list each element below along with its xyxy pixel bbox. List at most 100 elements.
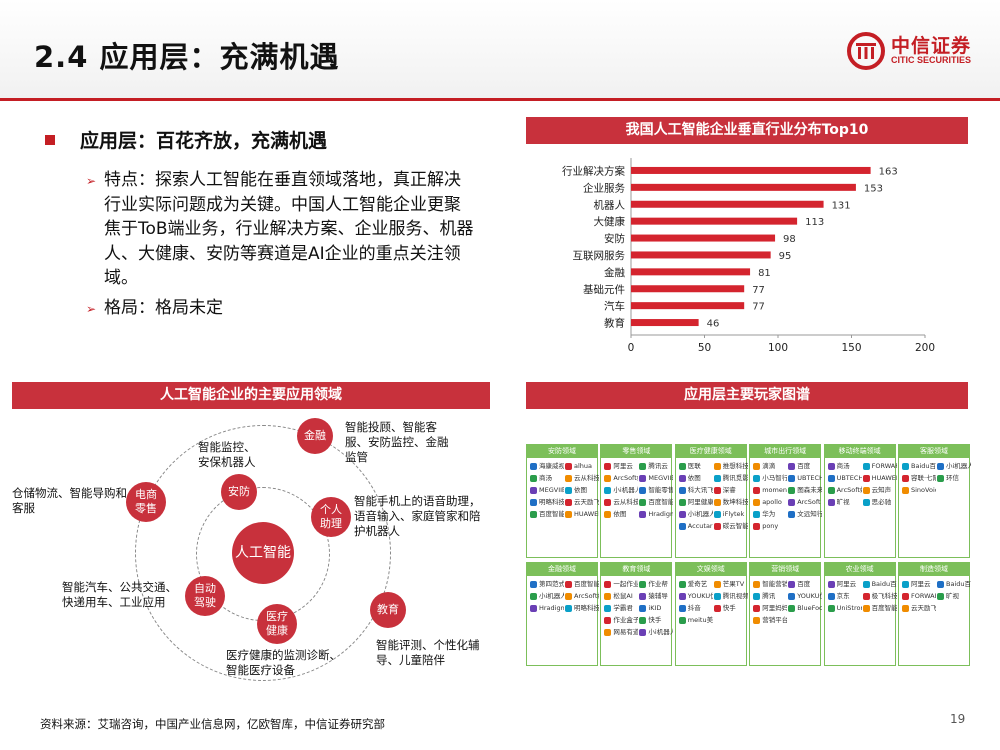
player-logo: 小i机器人 — [604, 484, 638, 496]
player-logo: iKID — [639, 602, 673, 614]
category-header: 安防领域 — [527, 445, 597, 458]
player-logo: 科大讯飞 — [678, 484, 713, 496]
player-logo: 云知声 — [862, 484, 897, 496]
bar — [631, 268, 751, 276]
player-logo: YOUKU优酷 — [678, 590, 713, 602]
player-logo: 小i机器人 — [530, 590, 564, 602]
y-tick-label: 教育 — [604, 317, 625, 330]
player-logo: 百度智能云 — [639, 496, 673, 508]
slide-header: 2.4 应用层：充满机遇 中信证券 CITIC SECURITIES — [0, 0, 1000, 98]
desc-health: 医疗健康的监测诊断、智能医疗设备 — [226, 648, 341, 677]
sub-bullet-landscape: 格局：格局未定 — [104, 298, 223, 318]
y-tick-label: 汽车 — [604, 300, 625, 313]
player-logo: 小i机器人 — [639, 626, 673, 638]
industry-bar-chart: 行业解决方案 163 企业服务 153 机器人 131 大健康 113 安防 98 互联网服务 95 金… — [562, 158, 935, 354]
x-tick-label: 100 — [768, 342, 788, 354]
category-header: 制造领域 — [899, 563, 969, 576]
x-tick-label: 150 — [841, 342, 861, 354]
player-logo: 百度智能云 — [530, 508, 564, 520]
player-logo: 云从科技 — [565, 472, 599, 484]
player-logo: 智能零售 — [639, 484, 673, 496]
player-logo: 文远知行 — [788, 508, 822, 520]
player-logo: 明略科技 — [565, 602, 599, 614]
player-logo: 网易有道 — [604, 626, 638, 638]
data-label: 46 — [707, 319, 720, 330]
player-logo: 图森未来 — [788, 484, 822, 496]
citic-logo-icon — [847, 32, 885, 70]
category-header: 移动终端领域 — [824, 445, 895, 458]
bar — [631, 166, 871, 174]
bar — [631, 217, 798, 225]
player-logo: 爱奇艺 — [678, 578, 713, 590]
node-assistant: 个人助理 — [311, 497, 351, 537]
node-finance: 金融 — [297, 418, 333, 454]
map-panel-title: 应用层主要玩家图谱 — [526, 382, 968, 409]
bottom-category-manufacturing: 制造领域阿里云Baidu百度FORWARDX旷视云天励飞 — [898, 562, 971, 666]
player-logo: 腾讯 — [753, 590, 787, 602]
player-logo: 思必驰 — [862, 496, 897, 508]
header-divider — [0, 98, 1000, 101]
desc-education: 智能评测、个性化辅导、儿童陪伴 — [376, 638, 480, 667]
player-logo: momenta — [753, 484, 787, 496]
player-logo: 营销平台 — [753, 614, 787, 626]
desc-finance: 智能投顾、智能客服、安防监控、金融监管 — [345, 420, 449, 464]
player-logo: 百度智能云 — [862, 602, 897, 614]
player-logo: 小马智行 — [753, 472, 787, 484]
data-label: 131 — [832, 200, 851, 211]
player-logo: 海康威视 — [530, 460, 564, 472]
top-category-retail: 零售领域阿里云腾讯云ArcSoft虹软MEGVII旷视小i机器人智能零售云从科技… — [600, 444, 673, 558]
y-tick-label: 行业解决方案 — [562, 164, 625, 177]
player-logo: FORWARDX — [902, 590, 936, 602]
player-logo: 推想科技 — [713, 460, 748, 472]
y-tick-label: 互联网服务 — [573, 249, 626, 262]
data-label: 77 — [752, 285, 765, 296]
player-logo: alhua — [565, 460, 599, 472]
top-category-health: 医疗健康领域 医联 推想科技 依图 腾讯觅影 科大讯飞 深睿 阿里健康 数坤科技 小i机器人 iFl… — [674, 444, 748, 558]
player-logo: 碳云智能 — [713, 520, 748, 532]
player-logo: 小i机器人 — [937, 460, 971, 472]
player-logo: 阿里云 — [902, 578, 936, 590]
bottom-category-marketing: 营销领域智能营销百度腾讯YOUKU优酷阿里妈妈BlueFocus营销平台 — [749, 562, 822, 666]
player-logo: YOUKU优酷 — [788, 590, 822, 602]
player-logo: MEGVII旷视 — [530, 484, 564, 496]
bottom-category-finance: 金融领域第四范式百度智能云小i机器人ArcSoft虹软Hradigm明略科技 — [526, 562, 599, 666]
player-logo: HUAWEI — [862, 472, 897, 484]
player-logo: 依图 — [565, 484, 599, 496]
page-title: 2.4 应用层：充满机遇 — [34, 40, 340, 74]
player-logo: 一起作业 — [604, 578, 638, 590]
player-logo: Hradigm — [639, 508, 673, 520]
bar — [631, 183, 856, 191]
top-category-mobile: 移动终端领域商汤FORWARDXUBTECHHUAWEIArcSoft虹软云知声… — [823, 444, 897, 558]
player-logo: 阿里云 — [827, 578, 862, 590]
data-label: 95 — [779, 251, 792, 262]
top-category-mobility: 城市出行领域滴滴百度小马智行UBTECHmomenta图森未来apolloArc… — [749, 444, 822, 558]
player-logo: UBTECH — [827, 472, 862, 484]
bar — [631, 319, 699, 327]
player-logo: 抖音 — [678, 602, 713, 614]
player-logo: 百度 — [788, 578, 822, 590]
category-header: 城市出行领域 — [750, 445, 821, 458]
category-header: 农业领域 — [824, 563, 895, 576]
player-logo: 阿里健康 — [678, 496, 713, 508]
player-logo: 旷视 — [827, 496, 862, 508]
player-logo: UniStrong — [827, 602, 862, 614]
player-logo: 滴滴 — [753, 460, 787, 472]
x-tick-label: 0 — [628, 342, 635, 354]
y-tick-label: 基础元件 — [583, 283, 625, 296]
logo-text-en: CITIC SECURITIES — [891, 55, 972, 65]
data-label: 163 — [879, 166, 898, 177]
player-logo: 容联·七陌 — [902, 472, 936, 484]
player-logo: 依图 — [604, 508, 638, 520]
player-logo: Baidu百度 — [862, 578, 897, 590]
data-label: 153 — [864, 183, 883, 194]
player-logo: 学霸君 — [604, 602, 638, 614]
diagram-panel-title: 人工智能企业的主要应用领域 — [12, 382, 490, 409]
player-logo: 智能营销 — [753, 578, 787, 590]
player-logo: 商汤 — [827, 460, 862, 472]
y-tick-label: 企业服务 — [583, 181, 625, 194]
player-logo: UBTECH — [788, 472, 822, 484]
bottom-category-education: 教育领域 一起作业 作业帮 松鼠AI 猿辅导 学霸君 iKID 作业盒子 快手 网易有道 小i机器人 — [600, 562, 673, 666]
bar — [631, 302, 745, 310]
y-tick-label: 大健康 — [594, 215, 626, 228]
player-logo: Hradigm — [530, 602, 564, 614]
